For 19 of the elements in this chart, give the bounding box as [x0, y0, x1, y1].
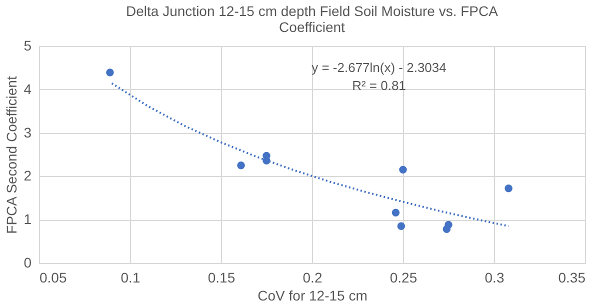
y-tick-label: 4 [24, 80, 32, 97]
annotation: R² = 0.81 [352, 78, 406, 93]
x-tick-label: 0.1 [120, 270, 140, 286]
y-tick-label: 2 [24, 168, 32, 184]
x-axis-title: CoV for 12-15 cm [258, 288, 368, 304]
x-tick-label: 0.2 [302, 270, 322, 286]
chart-title: Delta Junction 12-15 cm depth Field Soil Moisture vs. FPCA Coefficient [126, 3, 499, 35]
x-tick-label: 0.35 [558, 270, 586, 286]
line-series [110, 82, 510, 228]
annotation: y = -2.677ln(x) - 2.3034 [312, 60, 446, 75]
y-axis-title: FPCA Second Coefficient [4, 76, 20, 234]
x-tick-label: 0.3 [484, 270, 504, 286]
x-tick-label: 0.15 [208, 270, 236, 286]
x-tick-label: 0.25 [390, 270, 418, 286]
y-tick-label: 1 [24, 211, 32, 228]
y-tick-label: 5 [24, 38, 32, 54]
y-tick-label: 0 [24, 254, 32, 270]
x-tick-label: 0.05 [40, 270, 67, 286]
y-tick-label: 3 [24, 124, 32, 140]
